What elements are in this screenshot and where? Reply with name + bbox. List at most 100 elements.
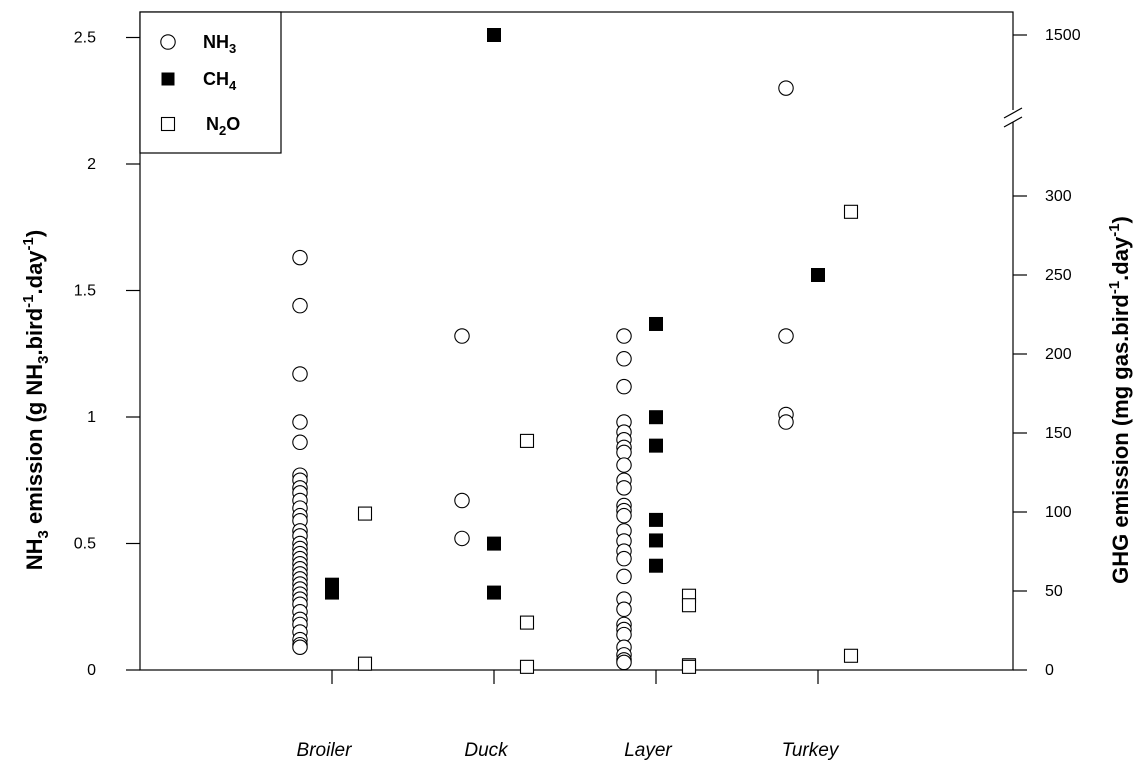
- legend-subscript: 4: [229, 78, 237, 93]
- left-tick-label: 0.5: [74, 536, 96, 553]
- ch4-point: [649, 533, 663, 548]
- n2o-point: [843, 204, 859, 219]
- nh3-point: [778, 414, 794, 430]
- nh3-point: [616, 568, 632, 585]
- axis-break-gap: [1010, 110, 1018, 122]
- title-subscript: 3: [35, 356, 52, 364]
- title-text: .day: [1108, 236, 1133, 281]
- nh3-point: [616, 480, 632, 496]
- axis-break-slash: [1003, 116, 1023, 128]
- title-text: ): [1108, 216, 1133, 223]
- ch4-point: [649, 438, 663, 453]
- category-label-broiler: Broiler: [297, 740, 353, 760]
- nh3-point: [616, 550, 632, 567]
- n2o-point: [357, 506, 373, 521]
- nh3-point: [292, 366, 308, 382]
- category-label-layer: Layer: [624, 740, 672, 760]
- legend-text-base: N: [206, 114, 219, 134]
- ch4-point: [325, 585, 339, 600]
- n2o-point: [519, 433, 535, 448]
- right-axis-break-mark: [1003, 107, 1023, 128]
- right-tick-label: 1500: [1045, 27, 1081, 44]
- category-axis: Broiler Duck Layer Turkey: [297, 670, 840, 760]
- nh3-point: [454, 492, 470, 509]
- right-tick-label: 150: [1045, 425, 1072, 442]
- nh3-point: [292, 414, 308, 430]
- ch4-point: [649, 410, 663, 425]
- title-text: .bird: [22, 308, 47, 356]
- legend-nh3-marker: [160, 34, 176, 50]
- ch4-point: [649, 558, 663, 573]
- title-text: .day: [22, 250, 47, 295]
- nh3-point: [292, 297, 308, 314]
- nh3-point: [616, 601, 632, 618]
- n2o-point: [519, 615, 535, 630]
- axis-break-slash: [1003, 107, 1023, 119]
- n2o-point: [843, 648, 859, 663]
- data-marks: [292, 28, 859, 674]
- legend-subscript: 3: [229, 41, 236, 56]
- right-axis-title: GHG emission (mg gas.bird-1.day-1): [1106, 216, 1133, 584]
- title-superscript: -1: [1106, 281, 1123, 294]
- right-tick-label: 100: [1045, 504, 1072, 521]
- nh3-point: [292, 639, 308, 655]
- right-tick-label: 300: [1045, 188, 1072, 205]
- ch4-point: [487, 28, 501, 42]
- right-tick-label: 200: [1045, 346, 1072, 363]
- left-tick-label: 1: [87, 409, 96, 426]
- nh3-point: [778, 80, 794, 96]
- nh3-point: [292, 434, 308, 451]
- nh3-point: [454, 530, 470, 547]
- ch4-point: [487, 536, 501, 551]
- n2o-point: [681, 659, 697, 674]
- nh3-point: [778, 328, 794, 344]
- legend-text-base: CH: [203, 69, 229, 89]
- title-text: GHG emission (mg gas.bird: [1108, 294, 1133, 584]
- legend-n2o-marker: [160, 116, 176, 132]
- left-tick-label: 0: [87, 662, 96, 679]
- right-tick-label: 50: [1045, 583, 1063, 600]
- title-text: emission (g NH: [22, 364, 47, 530]
- nh3-point: [616, 351, 632, 367]
- title-text: NH: [22, 538, 47, 570]
- title-subscript: 3: [35, 530, 52, 538]
- legend-subscript: 2: [219, 123, 226, 138]
- nh3-point: [616, 457, 632, 473]
- legend-ch4-marker: [161, 72, 175, 86]
- category-label-turkey: Turkey: [782, 740, 840, 760]
- title-superscript: -1: [1106, 223, 1123, 236]
- legend-nh3-label: NH3: [203, 32, 236, 56]
- ch4-point: [649, 316, 663, 331]
- n2o-point: [519, 659, 535, 674]
- nh3-point: [616, 378, 632, 395]
- legend-text-tail: O: [226, 114, 240, 134]
- legend-text-base: NH: [203, 32, 229, 52]
- nh3-point: [454, 328, 470, 344]
- left-tick-label: 2.5: [74, 30, 96, 47]
- title-text: ): [22, 230, 47, 237]
- title-superscript: -1: [20, 294, 37, 307]
- title-superscript: -1: [20, 237, 37, 250]
- left-tick-label: 1.5: [74, 283, 96, 300]
- plot-frame: [139, 11, 1014, 671]
- category-label-duck: Duck: [464, 740, 509, 760]
- left-tick-label: 2: [87, 156, 96, 173]
- left-axis-title: NH3 emission (g NH3.bird-1.day-1): [20, 230, 52, 570]
- n2o-point: [681, 598, 697, 613]
- right-axis-ticks: 0 50 100 150 200 250 300 1500: [1013, 27, 1081, 679]
- nh3-point: [292, 249, 308, 266]
- ch4-point: [487, 585, 501, 600]
- nh3-point: [616, 507, 632, 524]
- ch4-point: [649, 512, 663, 527]
- nh3-point: [616, 328, 632, 344]
- legend-n2o-label: N2O: [206, 114, 240, 138]
- n2o-point: [357, 656, 373, 671]
- left-axis-ticks: 0 0.5 1 1.5 2 2.5: [74, 30, 140, 679]
- legend-ch4-label: CH4: [203, 69, 237, 93]
- right-tick-label: 250: [1045, 267, 1072, 284]
- ch4-point: [811, 268, 825, 282]
- nh3-point: [616, 654, 632, 671]
- right-tick-label: 0: [1045, 662, 1054, 679]
